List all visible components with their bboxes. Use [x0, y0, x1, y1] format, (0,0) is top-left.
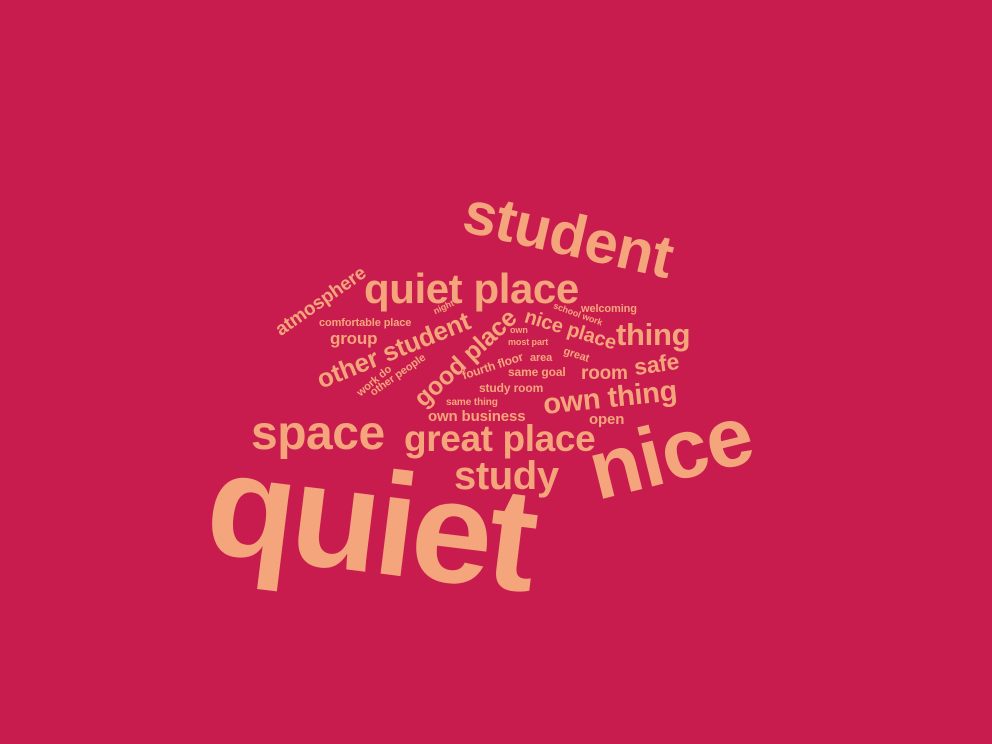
- word-thing: thing: [616, 317, 691, 352]
- word-safe: safe: [632, 347, 681, 381]
- word-great-place: great place: [404, 418, 596, 459]
- word-open: open: [589, 411, 625, 428]
- word-same-thing: same thing: [446, 397, 498, 408]
- word-own-business: own business: [428, 408, 526, 425]
- word-room: room: [581, 363, 628, 384]
- word-quiet-place: quiet place: [364, 265, 579, 312]
- word-same-goal: same goal: [508, 365, 566, 379]
- word-great: great: [561, 345, 591, 365]
- word-study: study: [454, 454, 559, 498]
- word-space: space: [251, 407, 385, 460]
- word-welcoming: welcoming: [581, 303, 637, 315]
- word-own: own: [510, 325, 528, 335]
- word-most-part: most part: [508, 337, 549, 347]
- word-study-room: study room: [479, 381, 544, 395]
- word-comfortable-place: comfortable place: [319, 317, 412, 329]
- word-area: area: [530, 352, 553, 364]
- word-group: group: [330, 329, 378, 348]
